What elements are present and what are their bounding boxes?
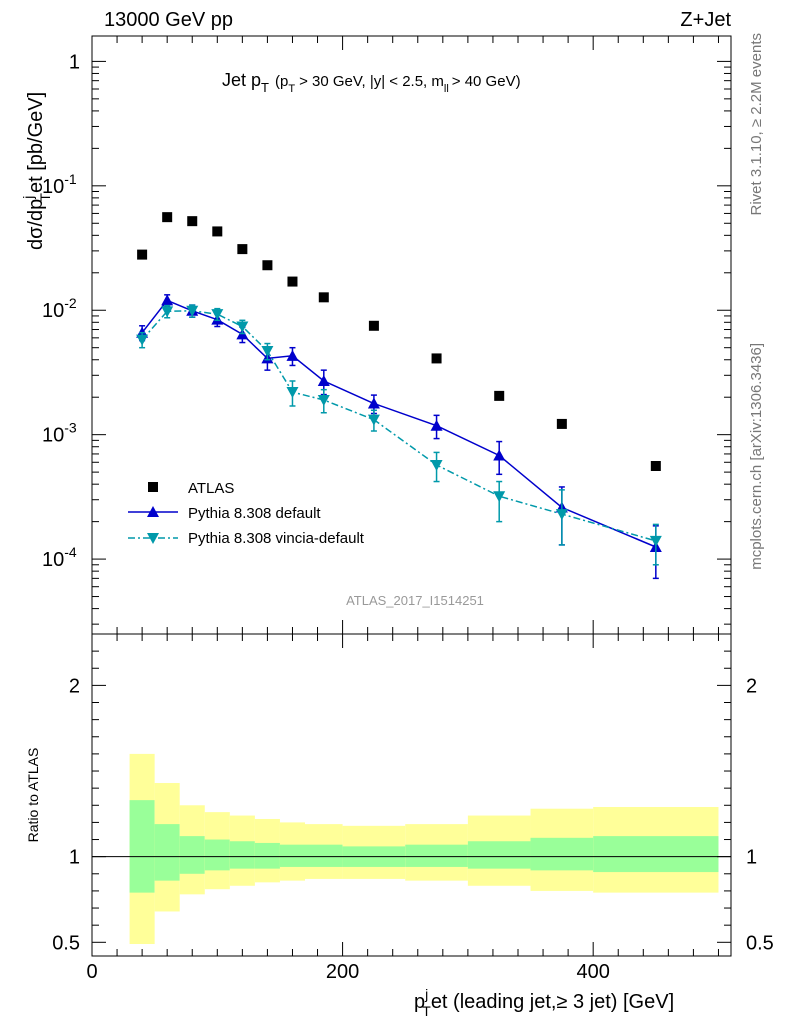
legend-marker-default: [147, 506, 159, 517]
data-point-vincia: [161, 306, 174, 318]
ratio-stat-band: [204, 839, 230, 871]
legend-marker-vincia: [147, 533, 159, 544]
analysis-watermark: ATLAS_2017_I1514251: [346, 593, 484, 608]
process-label: Z+Jet: [680, 9, 731, 31]
data-point-vincia: [430, 460, 443, 472]
plot-title: Jet pT (pT > 30 GeV, |y| < 2.5, mll > 40 Ge…: [222, 70, 521, 95]
data-point-vincia: [555, 509, 568, 521]
ratio-stat-band: [154, 824, 180, 881]
legend-marker-atlas: [148, 482, 158, 492]
legend-label-vincia: Pythia 8.308 vincia-default: [188, 530, 365, 547]
main-panel: 1 10-1 10-2 10-3 10-4: [42, 35, 732, 635]
data-point-atlas: [431, 353, 442, 364]
data-point-atlas: [237, 244, 248, 255]
x-tick-label: 400: [576, 961, 609, 983]
ratio-panel: 0.5 0.5 1 1 2 2 0 200 400: [52, 633, 774, 983]
ratio-y-tick-label-right: 2: [746, 675, 757, 697]
data-point-atlas: [494, 390, 505, 401]
mcplots-label: mcplots.cern.ch [arXiv:1306.3436]: [748, 343, 765, 570]
ratio-stat-band: [279, 844, 305, 867]
ratio-y-axis-label: Ratio to ATLAS: [25, 748, 41, 843]
legend-label-atlas: ATLAS: [188, 480, 234, 497]
main-y-tick-label: 10-1: [42, 171, 77, 198]
data-point-atlas: [368, 320, 379, 331]
data-point-vincia: [211, 309, 224, 321]
data-point-vincia: [286, 387, 299, 399]
legend: ATLAS Pythia 8.308 default Pythia 8.308 …: [128, 480, 365, 547]
data-point-atlas: [318, 292, 329, 303]
ratio-stat-band: [179, 836, 205, 874]
ratio-y-tick-label: 2: [69, 675, 80, 697]
data-point-atlas: [187, 216, 198, 227]
data-point-atlas: [162, 212, 173, 223]
legend-label-default: Pythia 8.308 default: [188, 505, 321, 522]
data-point-default: [286, 349, 299, 361]
data-point-atlas: [556, 418, 567, 429]
ratio-y-tick-label-right: 0.5: [746, 932, 774, 954]
ratio-stat-band: [405, 844, 468, 867]
main-y-tick-label: 10-4: [42, 544, 77, 571]
data-point-default: [161, 294, 174, 306]
ratio-stat-band: [129, 800, 155, 893]
x-tick-label: 0: [86, 961, 97, 983]
ratio-y-tick-label: 0.5: [52, 932, 80, 954]
data-point-vincia: [317, 394, 330, 406]
data-point-atlas: [650, 460, 661, 471]
main-y-tick-label: 10-3: [42, 420, 77, 447]
data-point-vincia: [136, 334, 149, 346]
ratio-stat-band: [229, 841, 255, 869]
main-y-tick-label: 1: [69, 51, 80, 73]
ratio-stat-band: [467, 841, 531, 869]
data-point-default: [493, 449, 506, 461]
data-point-default: [430, 419, 443, 431]
data-point-atlas: [262, 260, 273, 271]
main-y-tick-label: 10-2: [42, 295, 77, 322]
data-point-atlas: [287, 276, 298, 287]
ratio-stat-band: [305, 844, 343, 867]
main-y-axis-label: dσ/dpjTet [pb/GeV]: [20, 92, 53, 250]
ratio-y-tick-label-right: 1: [746, 847, 757, 869]
ratio-stat-band: [530, 837, 594, 871]
data-point-default: [317, 374, 330, 386]
ratio-y-tick-label: 1: [69, 847, 80, 869]
x-tick-label: 200: [326, 961, 359, 983]
data-point-vincia: [367, 414, 380, 426]
data-point-vincia: [186, 305, 199, 317]
energy-label: 13000 GeV pp: [104, 9, 233, 31]
ratio-plot-frame: [91, 633, 732, 957]
data-point-vincia: [493, 491, 506, 503]
data-point-atlas: [212, 226, 223, 237]
data-point-default: [367, 397, 380, 409]
data-point-vincia: [261, 346, 274, 358]
data-point-vincia: [236, 321, 249, 333]
ratio-stat-band: [593, 836, 719, 873]
rivet-label: Rivet 3.1.10, ≥ 2.2M events: [748, 33, 765, 216]
ratio-stat-band: [254, 842, 280, 869]
data-point-vincia: [649, 535, 662, 547]
data-point-atlas: [137, 249, 148, 260]
x-axis-label: pj Tet (leading jet,≥ 3 jet) [GeV]: [414, 986, 674, 1019]
